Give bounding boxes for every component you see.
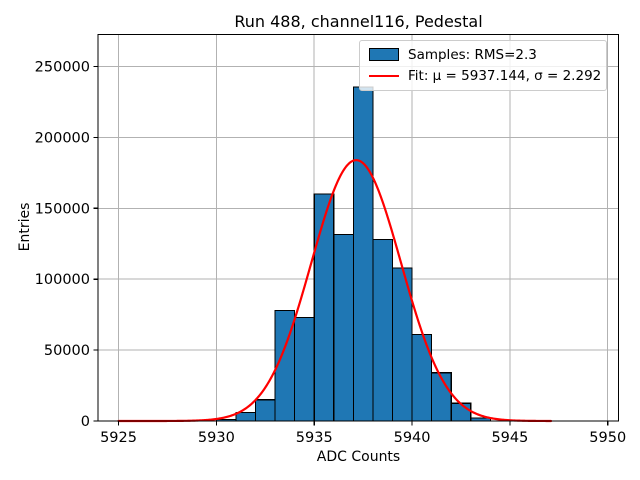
x-tick-label: 5950 (589, 430, 626, 446)
samples-swatch (369, 48, 399, 62)
histogram-bar (352, 86, 374, 422)
axes-spines (97, 33, 620, 422)
legend-entry-fit: Fit: μ = 5937.144, σ = 2.292 (360, 68, 606, 84)
x-tick-label: 5940 (394, 430, 431, 446)
y-tick-label: 150000 (35, 201, 90, 217)
x-tick-label: 5945 (491, 430, 528, 446)
samples-label: Samples: RMS=2.3 (408, 46, 537, 63)
chart-title: Run 488, channel116, Pedestal (234, 12, 483, 31)
histogram-bar (313, 193, 335, 422)
histogram-bar (235, 411, 257, 422)
histogram-bar (294, 316, 315, 422)
histogram-bar (254, 399, 276, 422)
histogram-bar (372, 238, 394, 422)
x-tick-label: 5935 (296, 430, 333, 446)
histogram-bar (333, 234, 354, 422)
y-tick-label: 250000 (35, 60, 90, 76)
y-tick-label: 100000 (35, 272, 90, 288)
x-tick-label: 5925 (100, 430, 137, 446)
fit-label: Fit: μ = 5937.144, σ = 2.292 (408, 68, 602, 85)
histogram-bar (450, 402, 472, 422)
legend: Samples: RMS=2.3 Fit: μ = 5937.144, σ = … (359, 40, 607, 91)
y-tick-label: 200000 (35, 130, 90, 146)
y-tick-label: 50000 (44, 343, 90, 359)
x-axis-label: ADC Counts (316, 449, 401, 465)
legend-entry-samples: Samples: RMS=2.3 (360, 47, 606, 63)
y-axis-label: Entries (17, 202, 33, 252)
fit-line-swatch (369, 75, 399, 78)
x-tick-label: 5930 (198, 430, 235, 446)
y-tick-label: 0 (81, 414, 90, 430)
